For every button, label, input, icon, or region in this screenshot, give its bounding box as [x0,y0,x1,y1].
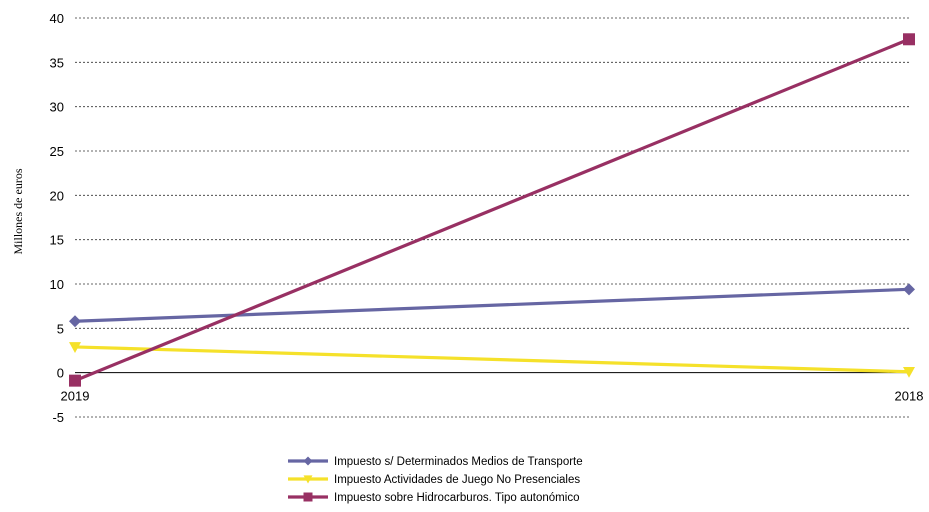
data-point [903,283,915,296]
y-tick-label: 30 [50,100,64,115]
x-tick-label: 2019 [61,389,90,404]
legend: Impuesto s/ Determinados Medios de Trans… [288,456,583,504]
legend-label: Impuesto Actividades de Juego No Presenc… [334,474,580,486]
series-line [74,345,910,374]
x-axis-ticks: 2019 2018 [61,389,924,404]
data-point [903,366,915,378]
y-tick-label: 15 [50,233,64,248]
gridlines [75,17,909,418]
legend-marker [303,456,313,466]
series-line [74,287,910,323]
data-point [69,374,81,387]
series-group [69,33,915,387]
legend-marker [303,475,313,484]
y-tick-label: 10 [50,277,64,292]
y-tick-label: 0 [57,366,64,381]
data-point [903,33,915,46]
y-axis-ticks: -5 0 5 10 15 20 25 30 35 40 [50,11,64,425]
data-point [69,315,81,328]
legend-marker [303,492,313,502]
y-tick-label: -5 [52,410,64,425]
y-tick-label: 35 [50,55,64,70]
y-axis-title: Millones de euros [11,168,25,254]
y-tick-label: 40 [50,11,64,26]
series-line [74,37,910,383]
y-tick-label: 5 [57,321,64,336]
legend-label: Impuesto sobre Hidrocarburos. Tipo auton… [334,492,579,504]
y-tick-label: 25 [50,144,64,159]
data-point [69,342,81,353]
y-tick-label: 20 [50,188,64,203]
legend-label: Impuesto s/ Determinados Medios de Trans… [334,456,583,468]
x-tick-label: 2018 [895,389,924,404]
